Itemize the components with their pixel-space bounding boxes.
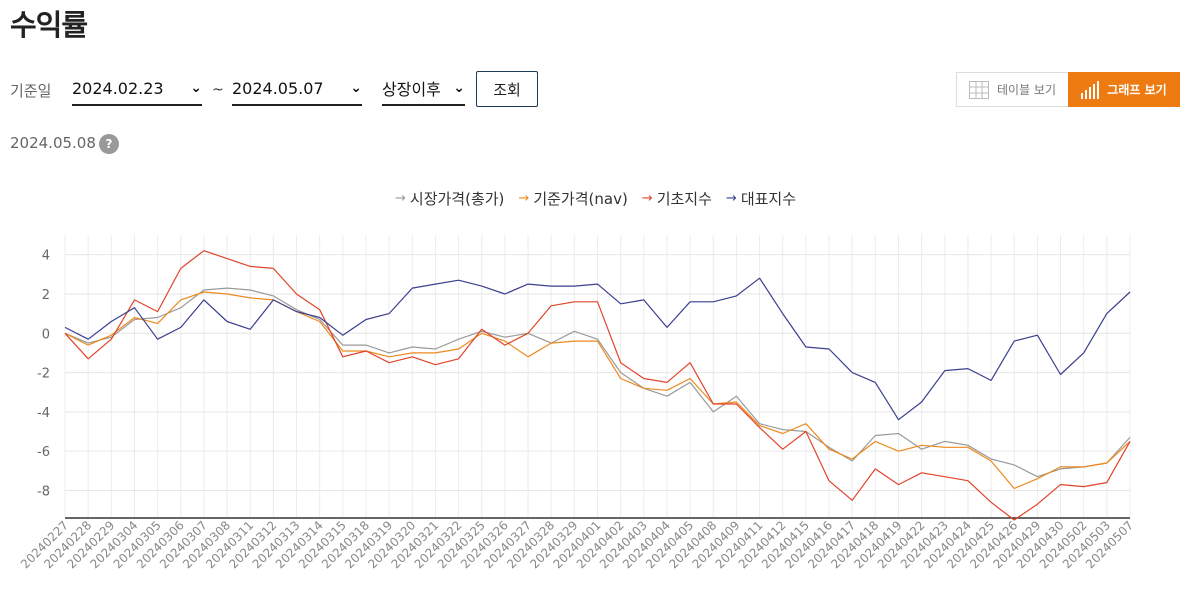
page-title: 수익률 — [10, 8, 88, 42]
start-date-select[interactable]: 2024.02.23 ⌄ — [72, 72, 202, 106]
legend-marker: → — [725, 191, 737, 206]
legend-item-rep-index[interactable]: → 대표지수 — [726, 188, 796, 209]
legend-marker: → — [641, 191, 653, 206]
start-date-value: 2024.02.23 — [72, 78, 164, 98]
chevron-down-icon: ⌄ — [453, 80, 465, 96]
end-date-select[interactable]: 2024.05.07 ⌄ — [232, 72, 362, 106]
series-line-3 — [64, 277, 1131, 421]
legend-marker: → — [394, 191, 406, 206]
y-tick-label: -6 — [37, 445, 50, 460]
y-tick-label: 2 — [42, 288, 50, 303]
chevron-down-icon: ⌄ — [350, 80, 362, 96]
period-select[interactable]: 상장이후 ⌄ — [382, 72, 465, 106]
search-button[interactable]: 조회 — [476, 71, 538, 107]
chart-legend: → 시장가격(총가) → 기준가격(nav) → 기초지수 → 대표지수 — [0, 188, 1191, 209]
y-tick-label: 0 — [42, 327, 50, 342]
legend-label: 시장가격(총가) — [409, 190, 505, 208]
y-tick-label: -4 — [37, 406, 50, 421]
returns-line-chart: 420-2-4-6-820240227202402282024022920240… — [18, 235, 1136, 571]
view-toggle: 테이블 보기 그래프 보기 — [956, 72, 1180, 107]
as-of-date: 2024.05.08 — [10, 134, 96, 152]
series-line-2 — [64, 250, 1131, 521]
legend-label: 기준가격(nav) — [533, 190, 628, 208]
legend-marker: → — [518, 191, 530, 206]
series-line-0 — [64, 287, 1131, 478]
legend-item-market-price[interactable]: → 시장가격(총가) — [395, 188, 504, 209]
y-tick-label: -8 — [37, 484, 50, 499]
period-select-value: 상장이후 — [382, 80, 441, 99]
help-icon[interactable]: ? — [99, 134, 119, 154]
legend-label: 대표지수 — [740, 190, 797, 208]
y-tick-label: -2 — [37, 367, 50, 382]
series-line-1 — [64, 291, 1131, 490]
legend-item-nav[interactable]: → 기준가격(nav) — [518, 188, 627, 209]
y-tick-label: 4 — [42, 249, 50, 264]
graph-view-label: 그래프 보기 — [1107, 83, 1167, 97]
bar-graph-icon — [1081, 80, 1100, 99]
date-range-separator: ~ — [212, 82, 224, 98]
graph-view-button[interactable]: 그래프 보기 — [1068, 72, 1180, 107]
end-date-value: 2024.05.07 — [232, 78, 324, 98]
legend-label: 기초지수 — [656, 190, 712, 208]
table-view-label: 테이블 보기 — [996, 83, 1056, 97]
legend-item-base-index[interactable]: → 기초지수 — [642, 188, 712, 209]
table-grid-icon — [968, 80, 989, 99]
chevron-down-icon: ⌄ — [190, 80, 202, 96]
date-label: 기준일 — [10, 82, 52, 100]
table-view-button[interactable]: 테이블 보기 — [956, 72, 1068, 107]
